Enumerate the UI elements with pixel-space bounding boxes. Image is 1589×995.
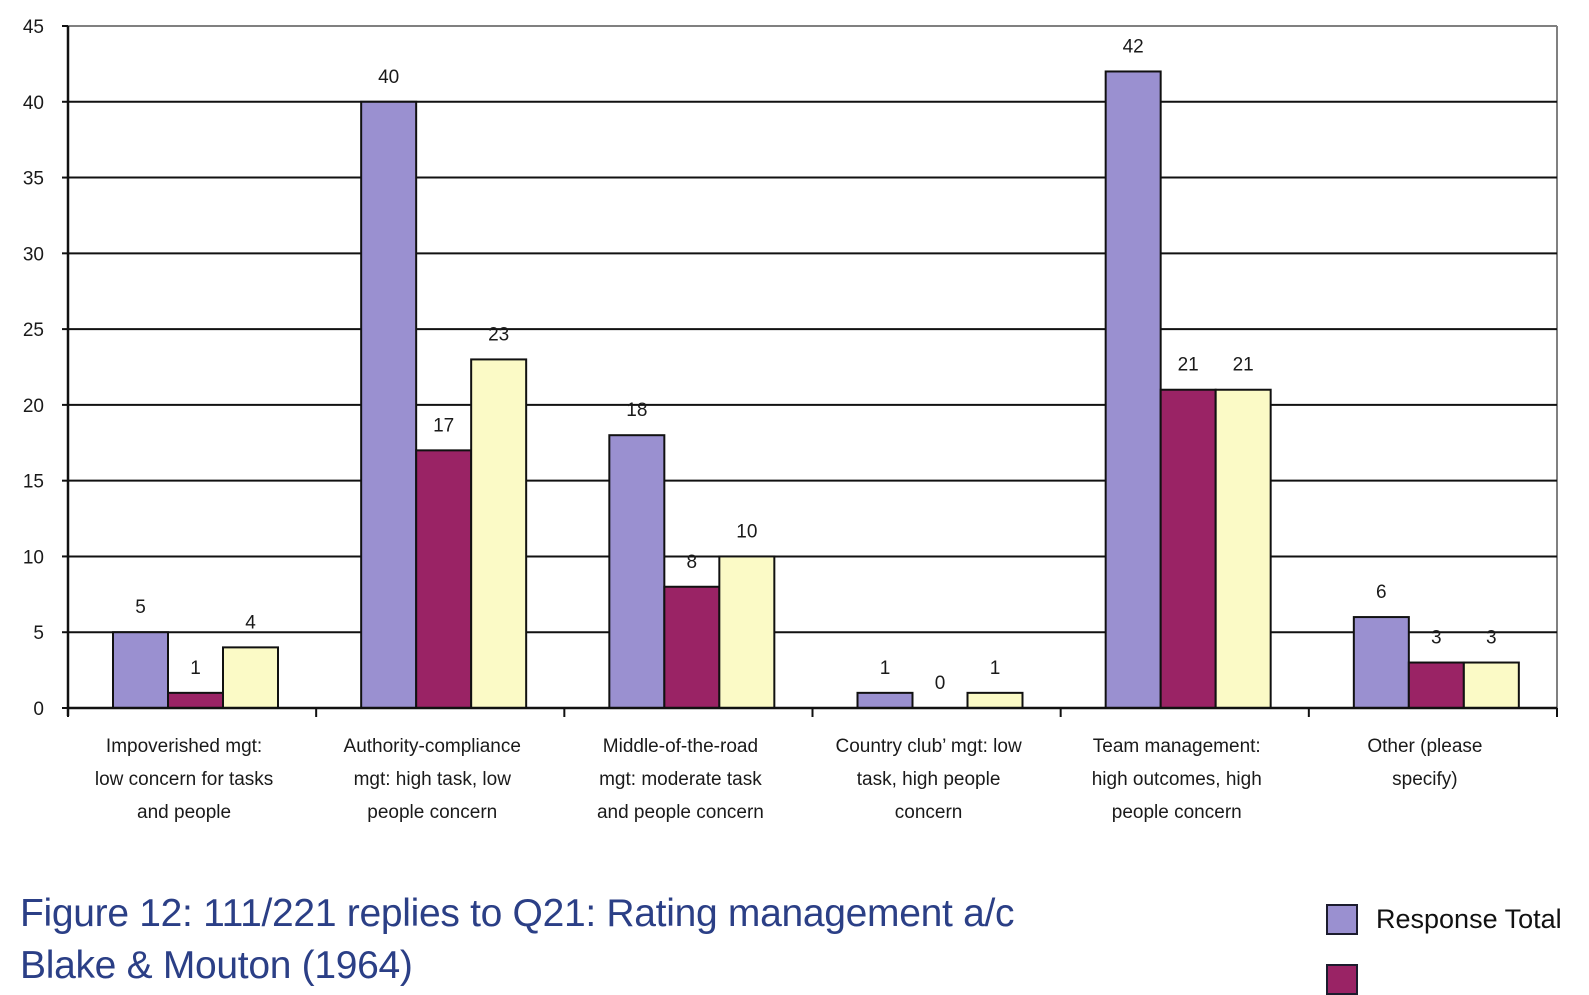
bar: [1407, 661, 1465, 709]
data-label: 5: [135, 597, 146, 618]
x-category-label: Other (please: [1367, 736, 1482, 757]
bar: [663, 585, 721, 709]
data-label: 17: [433, 415, 454, 436]
data-label: 40: [378, 67, 399, 88]
data-label: 23: [488, 324, 509, 345]
x-category-label: and people concern: [597, 802, 764, 823]
data-label: 18: [626, 400, 647, 421]
bar: [718, 555, 776, 710]
x-category-label: concern: [895, 802, 963, 823]
data-label: 3: [1486, 628, 1497, 649]
bar: [1462, 661, 1520, 709]
y-tick-label: 25: [23, 320, 44, 341]
data-label: 21: [1233, 355, 1254, 376]
figure-caption: Figure 12: 111/221 replies to Q21: Ratin…: [20, 888, 1120, 992]
legend-swatch: [1326, 964, 1358, 995]
bar: [222, 646, 279, 710]
bar: [470, 358, 528, 709]
bar: [415, 449, 473, 709]
gridlines: [68, 25, 1558, 708]
data-label: 8: [687, 552, 698, 573]
bar: [1352, 616, 1410, 709]
x-category-label: Team management:: [1093, 736, 1261, 757]
y-tick-label: 20: [23, 396, 44, 417]
caption-line-1: Figure 12: 111/221 replies to Q21: Ratin…: [20, 892, 1015, 935]
data-label: 3: [1431, 628, 1442, 649]
bar: [608, 434, 666, 709]
x-category-label: Authority-compliance: [344, 736, 521, 757]
data-label: 6: [1376, 582, 1387, 603]
x-category-label: Country club’ mgt: low: [835, 736, 1021, 757]
x-category-label: mgt: high task, low: [354, 769, 512, 790]
axes: [62, 25, 1558, 717]
data-label: 42: [1123, 36, 1144, 57]
x-category-label: high outcomes, high: [1092, 769, 1262, 790]
data-label: 10: [736, 521, 757, 542]
y-tick-label: 5: [33, 623, 44, 644]
bar: [856, 691, 914, 709]
bars: [112, 70, 1520, 710]
data-label: 0: [935, 673, 946, 694]
y-tick-label: 15: [23, 472, 44, 493]
x-category-label: people concern: [1112, 802, 1242, 823]
x-category-label: task, high people: [857, 769, 1001, 790]
caption-line-2: Blake & Mouton (1964): [20, 944, 413, 987]
bar: [1214, 388, 1272, 709]
data-label: 1: [190, 658, 201, 679]
bar: [1104, 70, 1162, 709]
y-tick-label: 35: [23, 169, 44, 190]
data-label: 4: [245, 612, 256, 633]
y-tick-label: 30: [23, 244, 44, 265]
y-tick-label: 45: [23, 17, 44, 38]
x-category-label: low concern for tasks: [95, 769, 273, 790]
x-category-label: Impoverished mgt:: [106, 736, 262, 757]
bar: [112, 631, 169, 710]
x-category-label: Middle-of-the-road: [603, 736, 758, 757]
bar: [966, 691, 1024, 709]
x-category-label: mgt: moderate task: [599, 769, 762, 790]
bar: [167, 691, 224, 709]
x-category-label: and people: [137, 802, 231, 823]
x-category-label: people concern: [367, 802, 497, 823]
legend-item-series-2: [1326, 964, 1376, 995]
y-tick-label: 10: [23, 547, 44, 568]
bar: [360, 100, 418, 710]
bar: [1159, 388, 1217, 709]
x-category-label: specify): [1392, 769, 1457, 790]
legend-label: Response Total: [1376, 904, 1562, 934]
data-label: 1: [990, 658, 1001, 679]
legend-swatch: [1326, 904, 1358, 935]
y-tick-label: 0: [33, 699, 44, 720]
y-tick-label: 40: [23, 93, 44, 114]
data-label: 21: [1178, 355, 1199, 376]
legend-item-response-total: Response Total: [1326, 904, 1562, 935]
data-label: 1: [880, 658, 891, 679]
